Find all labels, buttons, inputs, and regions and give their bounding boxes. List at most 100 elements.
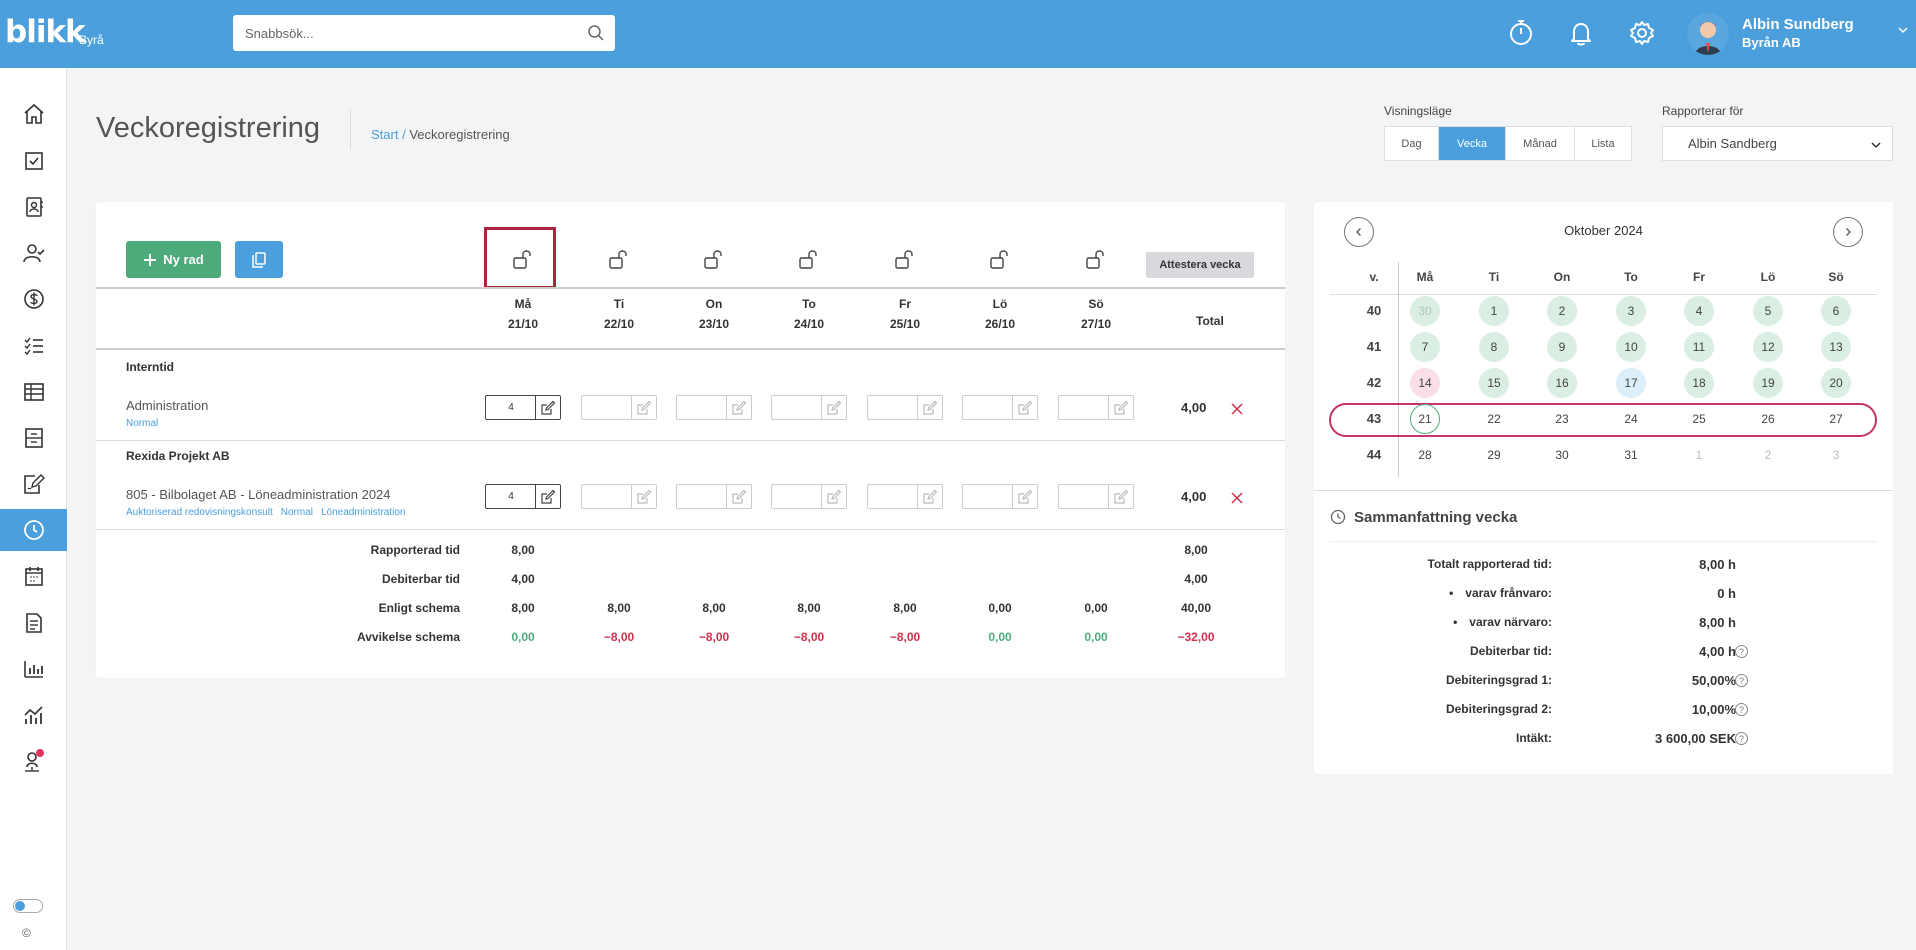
calendar-day[interactable]: 30	[1410, 296, 1440, 326]
calendar-next-button[interactable]	[1833, 217, 1863, 247]
row-tag[interactable]: Auktoriserad redovisningskonsult	[126, 507, 273, 518]
time-input[interactable]	[677, 396, 727, 419]
calendar-day[interactable]: 18	[1684, 368, 1714, 398]
edit-note-button[interactable]	[631, 485, 656, 508]
sidebar-item-home[interactable]	[0, 93, 67, 135]
calendar-day[interactable]: 28	[1418, 448, 1432, 462]
sidebar-item-statistics[interactable]	[0, 648, 67, 690]
calendar-day[interactable]: 6	[1821, 296, 1851, 326]
search-input[interactable]	[233, 15, 563, 51]
calendar-day[interactable]: 7	[1410, 332, 1440, 362]
unlock-icon[interactable]	[701, 246, 727, 272]
time-input[interactable]	[772, 485, 822, 508]
time-input-cell[interactable]	[867, 395, 943, 420]
calendar-day[interactable]: 3	[1616, 296, 1646, 326]
edit-note-button[interactable]	[631, 396, 656, 419]
calendar-day[interactable]: 1	[1695, 448, 1703, 462]
attest-week-button[interactable]: Attestera vecka	[1146, 252, 1254, 278]
time-input[interactable]	[582, 396, 632, 419]
new-row-button[interactable]: Ny rad	[126, 241, 221, 278]
time-input-cell[interactable]	[1058, 395, 1134, 420]
search-icon[interactable]	[587, 24, 605, 42]
edit-note-button[interactable]	[821, 485, 846, 508]
calendar-day[interactable]: 3	[1832, 448, 1840, 462]
logo[interactable]: blikk	[5, 14, 86, 50]
view-mode-list[interactable]: Lista	[1591, 137, 1615, 150]
row-tag[interactable]: Normal	[280, 507, 313, 518]
calendar-day[interactable]: 27	[1829, 412, 1843, 426]
time-input-cell[interactable]	[771, 484, 847, 509]
unlock-icon[interactable]	[606, 246, 632, 272]
unlock-icon[interactable]	[892, 246, 918, 272]
reporter-select[interactable]: Albin Sandberg	[1662, 126, 1893, 161]
sidebar-item-contacts[interactable]	[0, 186, 67, 228]
help-icon[interactable]: ?	[1735, 732, 1748, 745]
calendar-day[interactable]: 29	[1487, 448, 1501, 462]
delete-row-button[interactable]	[1230, 402, 1246, 418]
search-box[interactable]	[233, 15, 615, 51]
calendar-day[interactable]: 13	[1821, 332, 1851, 362]
bell-icon[interactable]	[1566, 18, 1596, 48]
time-input[interactable]	[868, 396, 918, 419]
calendar-day[interactable]: 20	[1821, 368, 1851, 398]
time-input[interactable]	[1059, 396, 1109, 419]
calendar-day[interactable]: 26	[1761, 412, 1775, 426]
edit-note-button[interactable]	[726, 396, 751, 419]
edit-note-button[interactable]	[1108, 485, 1133, 508]
calendar-day[interactable]: 15	[1479, 368, 1509, 398]
time-input[interactable]	[486, 485, 536, 508]
calendar-day[interactable]: 8	[1479, 332, 1509, 362]
sidebar-item-table[interactable]	[0, 371, 67, 413]
time-input-cell[interactable]	[485, 395, 561, 420]
calendar-day[interactable]: 22	[1487, 412, 1501, 426]
theme-toggle[interactable]	[13, 899, 43, 913]
calendar-day[interactable]: 4	[1684, 296, 1714, 326]
calendar-week-number[interactable]: 43	[1366, 411, 1382, 426]
calendar-day[interactable]: 30	[1555, 448, 1569, 462]
sidebar-item-users[interactable]	[0, 232, 67, 274]
time-input[interactable]	[868, 485, 918, 508]
time-input-cell[interactable]	[962, 484, 1038, 509]
time-input[interactable]	[582, 485, 632, 508]
calendar-week-number[interactable]: 41	[1366, 339, 1382, 354]
time-input-cell[interactable]	[867, 484, 943, 509]
edit-note-button[interactable]	[1108, 396, 1133, 419]
calendar-day[interactable]: 25	[1692, 412, 1706, 426]
edit-note-button[interactable]	[917, 485, 942, 508]
breadcrumb-start-link[interactable]: Start	[371, 127, 399, 142]
calendar-day[interactable]: 11	[1684, 332, 1714, 362]
sidebar-item-finance[interactable]	[0, 278, 67, 320]
sidebar-item-support[interactable]	[0, 740, 67, 782]
time-input-cell[interactable]	[962, 395, 1038, 420]
calendar-day[interactable]: 2	[1547, 296, 1577, 326]
calendar-day[interactable]: 12	[1753, 332, 1783, 362]
calendar-day[interactable]: 1	[1479, 296, 1509, 326]
user-name[interactable]: Albin Sundberg	[1742, 16, 1854, 33]
help-icon[interactable]: ?	[1735, 703, 1748, 716]
time-input[interactable]	[486, 396, 536, 419]
edit-note-button[interactable]	[726, 485, 751, 508]
calendar-day[interactable]: 23	[1555, 412, 1569, 426]
chevron-down-icon[interactable]	[1897, 24, 1909, 36]
time-input-cell[interactable]	[676, 484, 752, 509]
sidebar-item-checklist[interactable]	[0, 325, 67, 367]
time-input[interactable]	[677, 485, 727, 508]
calendar-day[interactable]: 16	[1547, 368, 1577, 398]
edit-note-button[interactable]	[535, 396, 560, 419]
stopwatch-icon[interactable]	[1506, 18, 1536, 48]
sidebar-item-time[interactable]	[0, 509, 67, 551]
time-input-cell[interactable]	[771, 395, 847, 420]
avatar[interactable]	[1687, 13, 1729, 55]
calendar-day[interactable]: 5	[1753, 296, 1783, 326]
time-input-cell[interactable]	[581, 395, 657, 420]
view-mode-month[interactable]: Månad	[1506, 127, 1575, 160]
delete-row-button[interactable]	[1230, 491, 1246, 507]
calendar-week-number[interactable]: 42	[1366, 375, 1382, 390]
view-mode-day[interactable]: Dag	[1385, 127, 1439, 160]
calendar-week-number[interactable]: 40	[1366, 303, 1382, 318]
time-input[interactable]	[1059, 485, 1109, 508]
copy-week-button[interactable]	[235, 241, 283, 278]
view-mode-week[interactable]: Vecka	[1439, 127, 1506, 160]
calendar-day[interactable]: 10	[1616, 332, 1646, 362]
calendar-day[interactable]: 24	[1624, 412, 1638, 426]
